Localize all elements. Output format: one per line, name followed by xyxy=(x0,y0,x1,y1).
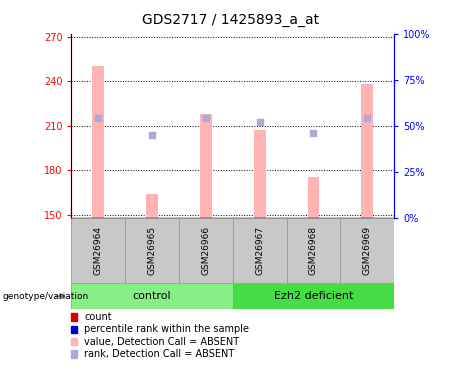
Bar xyxy=(179,217,233,283)
Text: GDS2717 / 1425893_a_at: GDS2717 / 1425893_a_at xyxy=(142,13,319,27)
Text: rank, Detection Call = ABSENT: rank, Detection Call = ABSENT xyxy=(84,349,235,359)
Text: GSM26964: GSM26964 xyxy=(94,226,103,275)
Text: GSM26969: GSM26969 xyxy=(363,226,372,275)
Bar xyxy=(254,130,266,218)
Bar xyxy=(125,217,179,283)
Point xyxy=(148,132,156,138)
Text: value, Detection Call = ABSENT: value, Detection Call = ABSENT xyxy=(84,337,239,346)
Bar xyxy=(92,66,104,218)
Text: GSM26965: GSM26965 xyxy=(148,226,157,275)
Point xyxy=(95,115,102,121)
Text: control: control xyxy=(133,291,171,301)
Point xyxy=(202,115,210,121)
Text: percentile rank within the sample: percentile rank within the sample xyxy=(84,324,249,334)
Bar xyxy=(287,217,340,283)
Bar xyxy=(71,283,233,309)
Text: GSM26968: GSM26968 xyxy=(309,226,318,275)
Text: GSM26967: GSM26967 xyxy=(255,226,264,275)
Point xyxy=(310,130,317,136)
Bar xyxy=(233,217,287,283)
Text: Ezh2 deficient: Ezh2 deficient xyxy=(274,291,353,301)
Point xyxy=(256,119,263,125)
Text: count: count xyxy=(84,312,112,322)
Point xyxy=(364,115,371,121)
Text: genotype/variation: genotype/variation xyxy=(2,292,89,301)
Bar xyxy=(233,283,394,309)
Bar xyxy=(71,217,125,283)
Bar xyxy=(307,177,319,218)
Bar xyxy=(361,84,373,218)
Text: GSM26966: GSM26966 xyxy=(201,226,210,275)
Bar xyxy=(146,194,158,217)
Bar xyxy=(340,217,394,283)
Bar xyxy=(200,114,212,218)
